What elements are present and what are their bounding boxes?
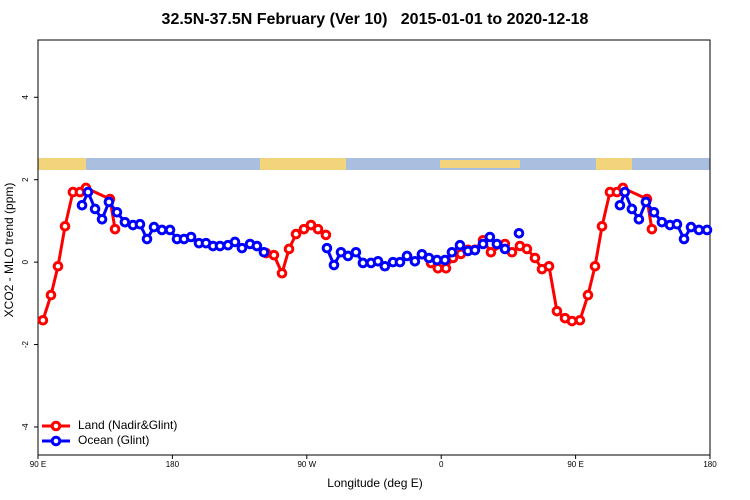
point — [214, 240, 226, 252]
point — [439, 254, 451, 266]
point — [96, 213, 108, 225]
point — [320, 229, 332, 241]
point — [76, 199, 88, 211]
point — [693, 224, 705, 236]
point — [477, 238, 489, 250]
x-tick-label: 90 W — [297, 460, 316, 469]
point — [423, 252, 435, 264]
point — [268, 249, 280, 261]
point — [469, 244, 481, 256]
x-tick-label: 90 E — [567, 460, 583, 469]
point — [440, 263, 452, 274]
point — [59, 220, 71, 232]
point — [251, 240, 263, 252]
legend-marker — [50, 420, 62, 432]
point — [342, 250, 354, 262]
point — [543, 260, 555, 272]
point — [379, 260, 391, 272]
point — [701, 224, 713, 236]
point — [357, 257, 369, 269]
legend-marker — [50, 435, 62, 447]
point — [574, 314, 586, 326]
point — [290, 228, 302, 240]
y-tick-label: 0 — [21, 259, 30, 264]
point — [276, 267, 288, 279]
point — [236, 242, 248, 254]
point — [513, 227, 525, 239]
point — [656, 216, 668, 228]
point — [283, 243, 295, 255]
map-strip — [38, 158, 710, 170]
y-tick-label: 2 — [21, 177, 30, 182]
point — [596, 220, 608, 232]
point — [409, 256, 421, 267]
legend-label: Land (Nadir&Glint) — [78, 418, 177, 432]
point — [229, 236, 241, 248]
point — [134, 218, 146, 230]
point — [82, 186, 94, 198]
point — [45, 289, 57, 301]
point — [484, 231, 496, 243]
x-axis-label: Longitude (deg E) — [327, 476, 422, 490]
plot-frame — [37, 39, 711, 456]
point — [633, 213, 645, 225]
y-tick-label: 4 — [21, 95, 30, 100]
point — [648, 206, 660, 218]
point — [619, 186, 631, 198]
point — [89, 203, 101, 215]
point — [485, 246, 497, 258]
point — [185, 231, 197, 243]
point — [312, 223, 324, 235]
point — [141, 233, 153, 245]
x-tick-label: 180 — [703, 460, 717, 469]
point — [491, 238, 503, 250]
point — [103, 196, 115, 208]
y-axis-label: XCO2 - MLO trend (ppm) — [2, 183, 16, 318]
point — [446, 246, 458, 258]
point — [350, 246, 362, 258]
point — [671, 218, 683, 230]
chart-title: 32.5N-37.5N February (Ver 10) 2015-01-01… — [162, 11, 589, 28]
point — [328, 259, 340, 271]
x-tick-label: 180 — [166, 460, 180, 469]
point — [551, 305, 563, 317]
series-line — [80, 187, 708, 269]
point — [646, 223, 658, 235]
point — [529, 252, 541, 264]
point — [164, 224, 176, 236]
point — [372, 256, 384, 267]
point — [589, 260, 601, 272]
point — [258, 246, 270, 258]
point — [626, 203, 638, 215]
point — [521, 243, 533, 255]
point — [321, 242, 333, 254]
point — [52, 260, 64, 272]
point — [111, 206, 123, 218]
x-tick-label: 0 — [439, 460, 444, 469]
point — [432, 263, 444, 274]
point — [640, 196, 652, 208]
point — [401, 250, 413, 262]
point — [394, 256, 406, 268]
point — [454, 239, 466, 251]
point — [614, 199, 626, 211]
x-tick-label: 90 E — [30, 460, 46, 469]
point — [499, 243, 511, 255]
point — [566, 315, 578, 327]
point — [582, 289, 594, 301]
y-tick-label: -4 — [21, 423, 30, 431]
point — [109, 223, 121, 235]
point — [156, 224, 168, 236]
legend-label: Ocean (Glint) — [78, 433, 149, 447]
point — [37, 314, 49, 326]
point — [119, 216, 131, 228]
y-tick-label: -2 — [21, 340, 30, 348]
point — [678, 233, 690, 245]
